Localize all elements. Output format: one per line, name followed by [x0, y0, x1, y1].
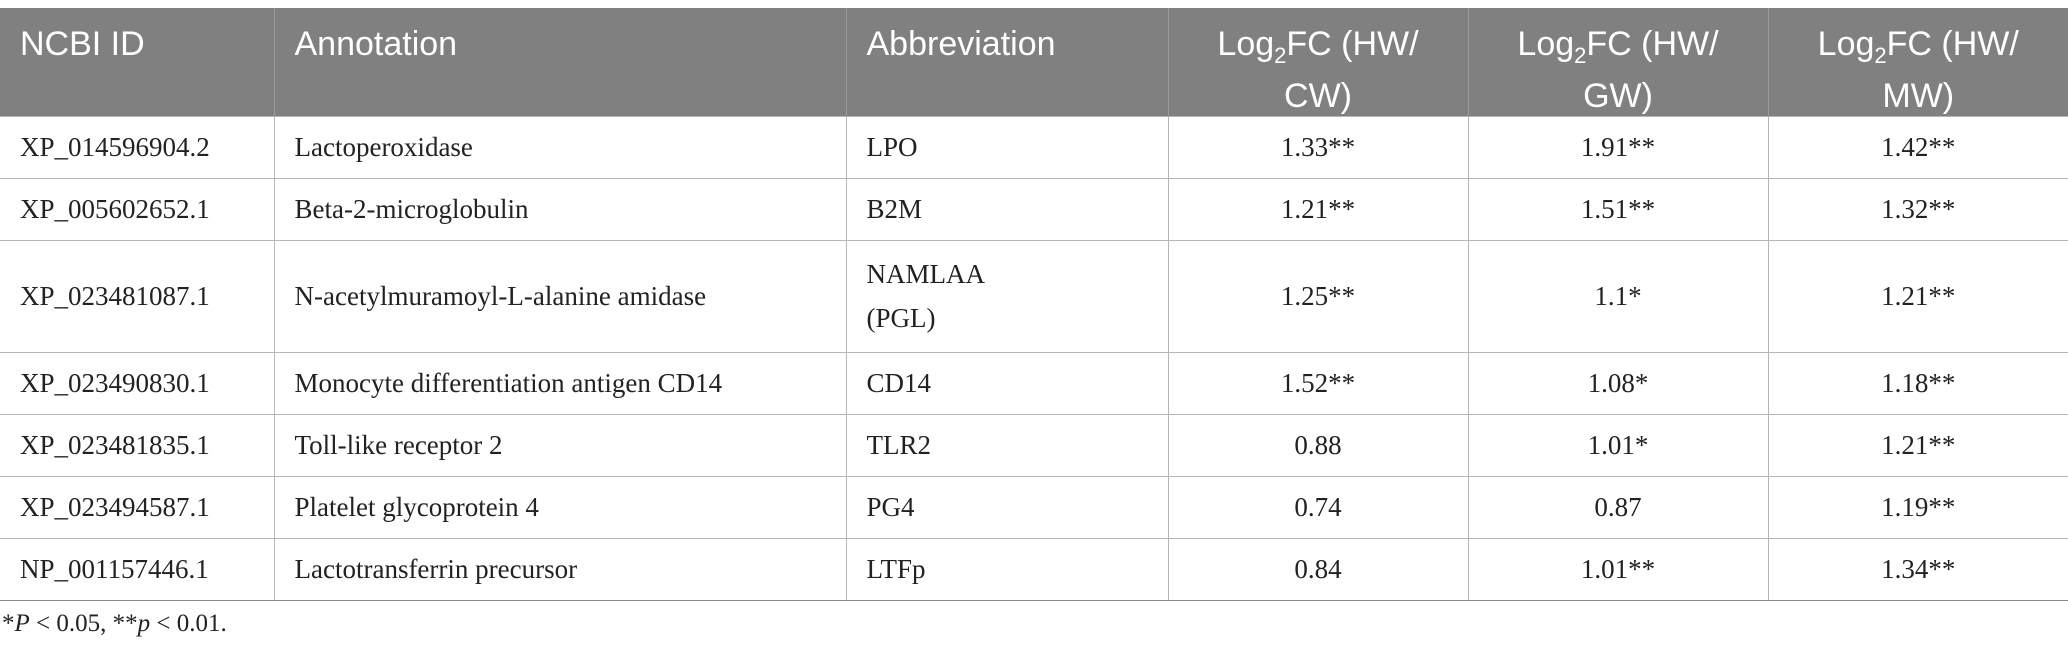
- header-line1: FC (HW/: [1886, 25, 2019, 63]
- footnote-p-var: p: [137, 610, 151, 637]
- table-row: XP_023481087.1 N-acetylmuramoyl-L-alanin…: [0, 239, 2068, 353]
- cell-annotation: Monocyte differentiation antigen CD14: [273, 351, 846, 415]
- header-line1: FC (HW/: [1586, 25, 1719, 63]
- cell-log2fc-mw: 1.21**: [1767, 239, 2068, 353]
- header-log2fc-hw-mw: Log2FC (HW/MW): [1767, 8, 2068, 117]
- header-annotation: Annotation: [273, 8, 846, 117]
- abbr-line1: NAMLAA: [866, 259, 986, 290]
- cell-ncbi-id: XP_023481835.1: [0, 413, 274, 477]
- cell-abbreviation: NAMLAA (PGL): [845, 239, 1168, 353]
- cell-log2fc-gw: 1.1*: [1467, 239, 1768, 353]
- header-abbreviation: Abbreviation: [845, 8, 1168, 117]
- cell-ncbi-id: XP_023490830.1: [0, 351, 274, 415]
- cell-annotation: Lactotransferrin precursor: [273, 537, 846, 601]
- cell-annotation: Beta-2-microglobulin: [273, 177, 846, 241]
- log-label: Log: [1217, 25, 1275, 63]
- cell-annotation: Toll-like receptor 2: [273, 413, 846, 477]
- table-row: XP_023481835.1 Toll-like receptor 2 TLR2…: [0, 413, 2068, 477]
- cell-log2fc-mw: 1.32**: [1767, 177, 2068, 241]
- cell-abbreviation: LTFp: [845, 537, 1168, 601]
- log-subscript: 2: [1274, 42, 1287, 68]
- header-log2fc-hw-gw: Log2FC (HW/GW): [1467, 8, 1768, 117]
- data-table-container: NCBI ID Annotation Abbreviation Log2FC (…: [0, 8, 2068, 601]
- cell-log2fc-cw: 0.74: [1167, 475, 1468, 539]
- cell-log2fc-cw: 1.33**: [1167, 115, 1468, 179]
- header-log2fc-hw-cw: Log2FC (HW/CW): [1167, 8, 1468, 117]
- cell-abbreviation: B2M: [845, 177, 1168, 241]
- cell-log2fc-gw: 1.51**: [1467, 177, 1768, 241]
- cell-log2fc-cw: 1.21**: [1167, 177, 1468, 241]
- table-footnote: *P < 0.05, **p < 0.01.: [2, 610, 227, 638]
- data-table: NCBI ID Annotation Abbreviation Log2FC (…: [0, 8, 2068, 601]
- header-line2: GW): [1583, 76, 1653, 115]
- table-row: XP_023494587.1 Platelet glycoprotein 4 P…: [0, 475, 2068, 539]
- header-line2: MW): [1882, 76, 1955, 115]
- log-subscript: 2: [1574, 42, 1587, 68]
- table-row: XP_023490830.1 Monocyte differentiation …: [0, 351, 2068, 415]
- cell-log2fc-cw: 0.88: [1167, 413, 1468, 477]
- header-line2: CW): [1284, 76, 1352, 115]
- footnote-text: < 0.01.: [150, 610, 227, 637]
- cell-log2fc-cw: 0.84: [1167, 537, 1468, 601]
- cell-abbreviation: PG4: [845, 475, 1168, 539]
- log-label: Log: [1517, 25, 1575, 63]
- cell-log2fc-cw: 1.52**: [1167, 351, 1468, 415]
- cell-annotation: Lactoperoxidase: [273, 115, 846, 179]
- log-label: Log: [1817, 25, 1875, 63]
- cell-ncbi-id: XP_014596904.2: [0, 115, 274, 179]
- abbr-line2: (PGL): [866, 303, 936, 334]
- log-subscript: 2: [1874, 42, 1887, 68]
- footnote-text: < 0.05, **: [29, 610, 138, 637]
- cell-abbreviation: CD14: [845, 351, 1168, 415]
- cell-ncbi-id: XP_005602652.1: [0, 177, 274, 241]
- cell-log2fc-gw: 1.91**: [1467, 115, 1768, 179]
- cell-log2fc-mw: 1.21**: [1767, 413, 2068, 477]
- table-row: XP_005602652.1 Beta-2-microglobulin B2M …: [0, 177, 2068, 241]
- table-header-row: NCBI ID Annotation Abbreviation Log2FC (…: [0, 8, 2068, 117]
- cell-ncbi-id: XP_023481087.1: [0, 239, 274, 353]
- cell-ncbi-id: NP_001157446.1: [0, 537, 274, 601]
- cell-annotation: N-acetylmuramoyl-L-alanine amidase: [273, 239, 846, 353]
- cell-log2fc-gw: 1.01*: [1467, 413, 1768, 477]
- table-row: NP_001157446.1 Lactotransferrin precurso…: [0, 537, 2068, 601]
- cell-log2fc-mw: 1.19**: [1767, 475, 2068, 539]
- cell-ncbi-id: XP_023494587.1: [0, 475, 274, 539]
- header-ncbi-id: NCBI ID: [0, 8, 274, 117]
- cell-abbreviation: LPO: [845, 115, 1168, 179]
- cell-log2fc-mw: 1.34**: [1767, 537, 2068, 601]
- cell-log2fc-mw: 1.42**: [1767, 115, 2068, 179]
- cell-abbreviation: TLR2: [845, 413, 1168, 477]
- cell-annotation: Platelet glycoprotein 4: [273, 475, 846, 539]
- footnote-p-var: P: [14, 610, 30, 637]
- footnote-asterisk: *: [2, 610, 15, 637]
- cell-log2fc-gw: 1.01**: [1467, 537, 1768, 601]
- cell-log2fc-gw: 0.87: [1467, 475, 1768, 539]
- cell-log2fc-mw: 1.18**: [1767, 351, 2068, 415]
- cell-log2fc-cw: 1.25**: [1167, 239, 1468, 353]
- cell-log2fc-gw: 1.08*: [1467, 351, 1768, 415]
- table-row: XP_014596904.2 Lactoperoxidase LPO 1.33*…: [0, 115, 2068, 179]
- header-line1: FC (HW/: [1286, 25, 1419, 63]
